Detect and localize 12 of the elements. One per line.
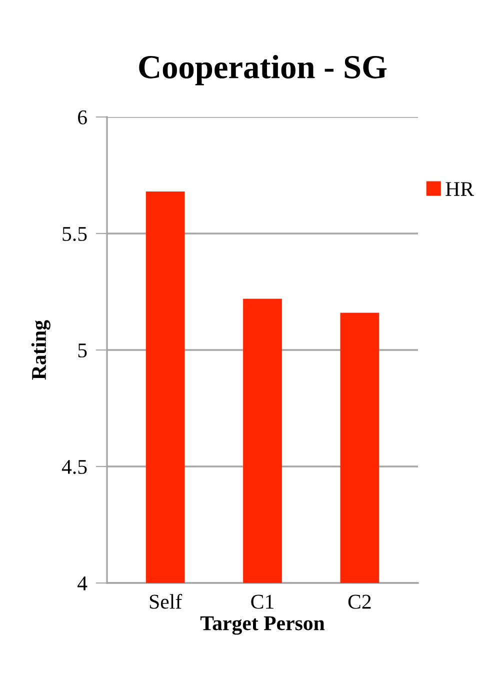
y-tick-label: 6 [78, 110, 87, 124]
x-axis-title: Target Person [200, 616, 325, 635]
y-tick-label: 4.5 [62, 460, 87, 474]
y-tick-label: 5.5 [62, 227, 87, 242]
y-tick-label: 4 [78, 576, 88, 590]
x-tick-label: C1 [251, 594, 274, 609]
chart-title: Cooperation - SG [139, 54, 387, 86]
y-tick-label: 5 [78, 344, 87, 358]
x-tick-label: Self [150, 594, 182, 609]
legend-label: HR [446, 182, 474, 196]
x-tick-label: C2 [348, 594, 371, 609]
y-axis-title: Rating [31, 320, 50, 380]
